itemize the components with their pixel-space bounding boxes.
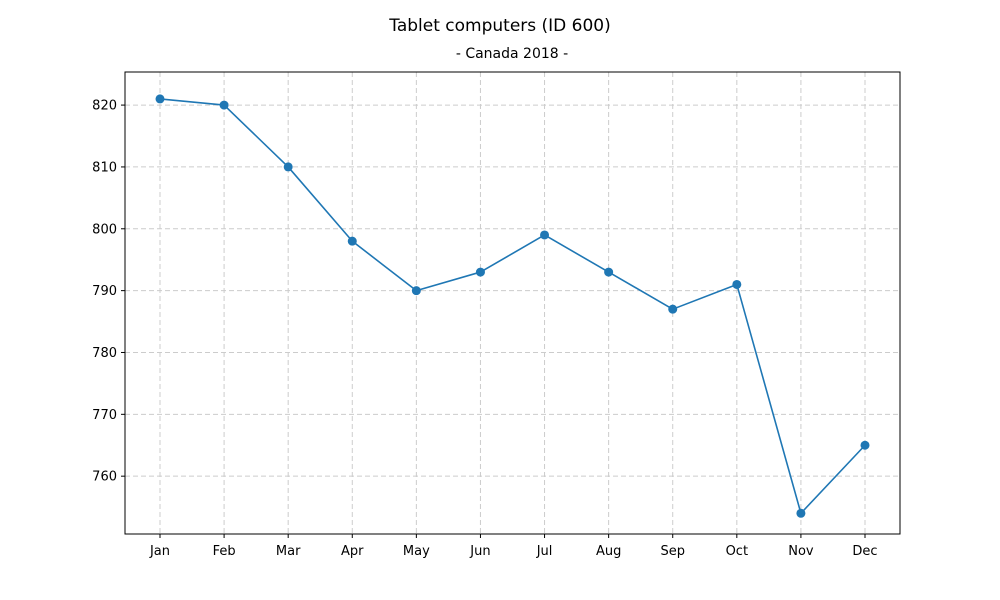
plot-area [124, 71, 901, 535]
series-line [159, 98, 866, 515]
x-tick-label: Oct [726, 544, 748, 559]
x-tick-label: Dec [852, 544, 877, 559]
x-tick-label: Apr [341, 544, 364, 559]
y-tick-label: 790 [92, 284, 117, 299]
y-tick-label: 770 [92, 408, 117, 423]
y-tick-label: 760 [92, 470, 117, 485]
data-point-mar [283, 162, 293, 172]
x-tick-label: Nov [788, 544, 814, 559]
x-tick-label: Feb [213, 544, 236, 559]
x-tick-label: Jan [149, 544, 170, 559]
y-tick-label: 810 [92, 160, 117, 175]
grid-lines [125, 72, 900, 534]
x-tick-label: Jun [469, 544, 490, 559]
data-point-nov [796, 508, 806, 518]
data-point-oct [732, 279, 742, 289]
x-tick-label: Jul [536, 544, 553, 559]
x-tick-label: May [403, 544, 430, 559]
data-point-feb [219, 100, 229, 110]
y-tick-label: 800 [92, 222, 117, 237]
x-axis: Jan Feb Mar Apr May Jun Jul Aug Sep Oct Nov Dec [149, 534, 878, 559]
y-tick-label: 820 [92, 99, 117, 114]
data-point-aug [604, 267, 614, 277]
data-point-jan [155, 94, 165, 104]
series-layer [155, 94, 870, 518]
x-tick-label: Sep [660, 544, 685, 559]
data-point-sep [668, 304, 678, 314]
x-tick-label: Mar [276, 544, 301, 559]
data-point-apr [347, 236, 357, 246]
chart-title: Tablet computers (ID 600) [388, 16, 611, 36]
y-tick-label: 780 [92, 346, 117, 361]
data-point-jul [540, 230, 550, 240]
chart-subtitle: - Canada 2018 - [456, 46, 568, 62]
x-tick-label: Aug [596, 544, 621, 559]
y-axis: 760 770 780 790 800 810 820 [92, 99, 125, 485]
data-point-dec [860, 440, 870, 450]
data-point-may [411, 286, 421, 296]
data-point-jun [475, 267, 485, 277]
